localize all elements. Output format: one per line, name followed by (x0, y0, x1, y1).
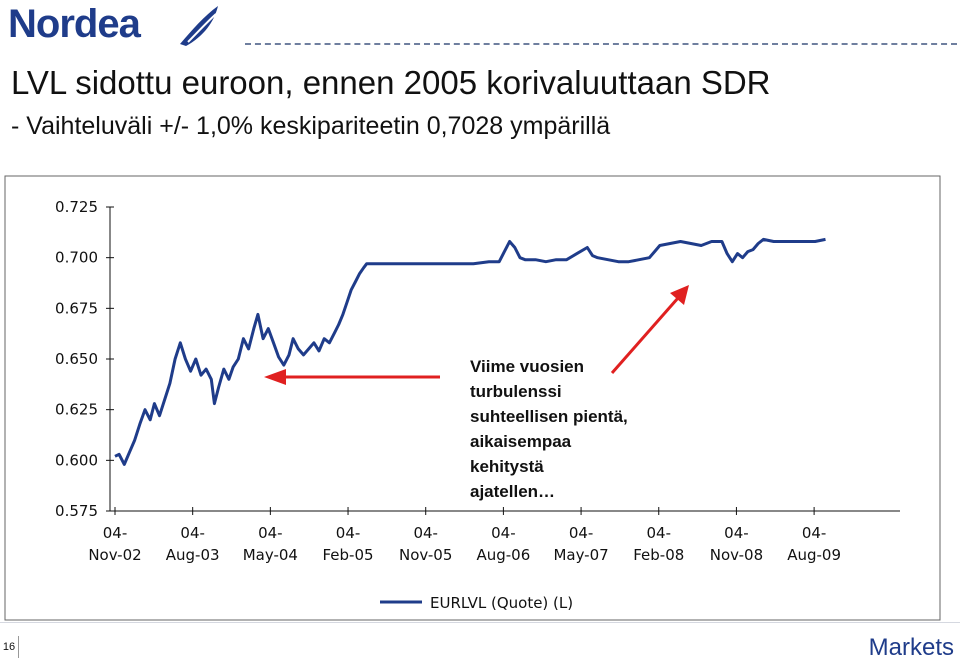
line-chart: 0.725 0.700 0.675 0.650 0.625 0.600 0.575 04-N… (4, 175, 941, 621)
x-tick-label: 04-Feb-05 (323, 524, 374, 564)
page-number: 16 (0, 636, 19, 658)
x-tick-label: 04-Aug-09 (787, 524, 841, 564)
header-divider (245, 43, 957, 45)
slide-subtitle: - Vaihteluväli +/- 1,0% keskipariteetin … (11, 112, 611, 140)
arrow-left-head (264, 369, 286, 385)
y-tick-label: 0.700 (55, 249, 98, 267)
x-axis: 04-Nov-02 04-Aug-03 04-May-04 04-Feb-05 04-N… (88, 507, 900, 564)
annotation-line: Viime vuosien (470, 357, 584, 376)
y-tick-label: 0.575 (55, 502, 98, 520)
annotation-line: ajatellen… (470, 482, 555, 501)
annotation-line: turbulenssi (470, 382, 562, 401)
x-tick-label: 04-Nov-05 (399, 524, 452, 564)
legend: EURLVL (Quote) (L) (380, 594, 573, 612)
x-tick-label: 04-Nov-02 (88, 524, 141, 564)
x-tick-label: 04-May-04 (243, 524, 298, 564)
x-tick-label: 04-Nov-08 (710, 524, 763, 564)
annotation-line: suhteellisen pientä, (470, 407, 628, 426)
x-tick-label: 04-Aug-03 (166, 524, 220, 564)
y-tick-label: 0.725 (55, 198, 98, 216)
series-layer (114, 237, 826, 466)
legend-label: EURLVL (Quote) (L) (430, 594, 573, 612)
arrows (264, 285, 689, 385)
x-tick-label: 04-May-07 (553, 524, 608, 564)
y-tick-label: 0.650 (55, 350, 98, 368)
footer-divider (0, 622, 960, 623)
annotation-line: aikaisempaa (470, 432, 572, 451)
annotation-line: kehitystä (470, 457, 544, 476)
x-tick-label: 04-Aug-06 (476, 524, 530, 564)
arrow-up (610, 297, 680, 374)
logo-text: Nordea (8, 2, 141, 46)
arrow-up-head (670, 285, 689, 305)
chart-frame (4, 175, 941, 621)
sail-icon (180, 6, 218, 46)
x-tick-label: 04-Feb-08 (633, 524, 684, 564)
series-line-eurlvl (114, 237, 826, 466)
annotation: Viime vuosien turbulenssi suhteellisen pie… (470, 357, 628, 501)
footer-brand: Markets (868, 634, 954, 661)
y-axis: 0.725 0.700 0.675 0.650 0.625 0.600 0.575 (55, 198, 114, 520)
slide-title: LVL sidottu euroon, ennen 2005 korivaluu… (11, 64, 771, 101)
y-tick-label: 0.600 (55, 451, 98, 469)
y-tick-label: 0.625 (55, 401, 98, 419)
y-tick-label: 0.675 (55, 299, 98, 317)
